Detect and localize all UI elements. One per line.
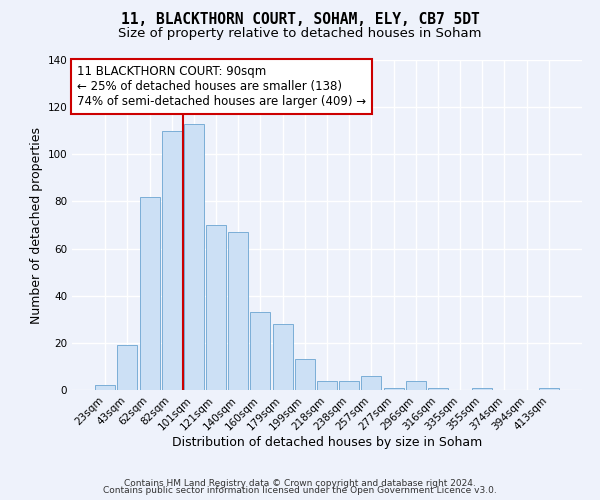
Bar: [272, 324, 293, 390]
Bar: [184, 124, 204, 390]
Bar: [472, 388, 492, 390]
Bar: [295, 360, 315, 390]
Bar: [317, 380, 337, 390]
X-axis label: Distribution of detached houses by size in Soham: Distribution of detached houses by size …: [172, 436, 482, 449]
Bar: [383, 388, 404, 390]
Bar: [339, 380, 359, 390]
Bar: [140, 196, 160, 390]
Bar: [428, 388, 448, 390]
Bar: [162, 130, 182, 390]
Text: Contains public sector information licensed under the Open Government Licence v3: Contains public sector information licen…: [103, 486, 497, 495]
Bar: [539, 388, 559, 390]
Text: 11, BLACKTHORN COURT, SOHAM, ELY, CB7 5DT: 11, BLACKTHORN COURT, SOHAM, ELY, CB7 5D…: [121, 12, 479, 28]
Y-axis label: Number of detached properties: Number of detached properties: [30, 126, 43, 324]
Text: Size of property relative to detached houses in Soham: Size of property relative to detached ho…: [118, 28, 482, 40]
Bar: [118, 345, 137, 390]
Bar: [406, 380, 426, 390]
Text: Contains HM Land Registry data © Crown copyright and database right 2024.: Contains HM Land Registry data © Crown c…: [124, 478, 476, 488]
Bar: [361, 376, 382, 390]
Bar: [95, 386, 115, 390]
Bar: [228, 232, 248, 390]
Bar: [206, 225, 226, 390]
Bar: [250, 312, 271, 390]
Text: 11 BLACKTHORN COURT: 90sqm
← 25% of detached houses are smaller (138)
74% of sem: 11 BLACKTHORN COURT: 90sqm ← 25% of deta…: [77, 65, 366, 108]
